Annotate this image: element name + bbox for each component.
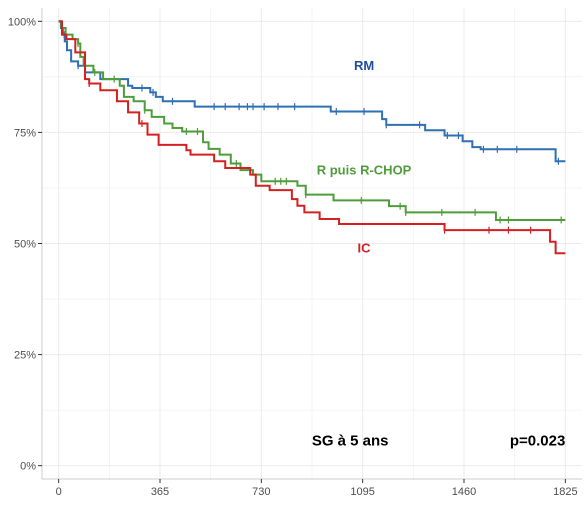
grid — [42, 8, 582, 479]
series-line-1 — [58, 20, 566, 221]
y-tick-label: 75% — [14, 127, 36, 139]
series-group — [58, 20, 566, 255]
y-tick-label: 25% — [14, 350, 36, 362]
series-label: R puis R-CHOP — [317, 163, 412, 178]
series-label: IC — [358, 240, 372, 255]
series-line-0 — [58, 20, 566, 163]
y-tick-label: 0% — [20, 461, 36, 473]
y-tick-label: 100% — [8, 16, 36, 28]
annotation-text: SG à 5 ans — [312, 433, 389, 450]
annotation-text: p=0.023 — [510, 433, 565, 450]
series-label: RM — [354, 58, 374, 73]
ticks: 0 365 730 1095 1460 1825 0% 25% 50% 75% 100% — [8, 16, 578, 498]
y-tick-label: 50% — [14, 239, 36, 251]
series-line-2 — [58, 20, 566, 255]
x-tick-label: 1460 — [452, 486, 476, 498]
series-labels: RM R puis R-CHOP IC — [317, 58, 412, 255]
x-tick-label: 1095 — [350, 486, 374, 498]
x-tick-label: 730 — [252, 486, 270, 498]
x-tick-label: 365 — [151, 486, 169, 498]
x-tick-label: 0 — [56, 486, 62, 498]
x-tick-label: 1825 — [553, 486, 577, 498]
annotations: SG à 5 ans p=0.023 — [312, 433, 566, 450]
